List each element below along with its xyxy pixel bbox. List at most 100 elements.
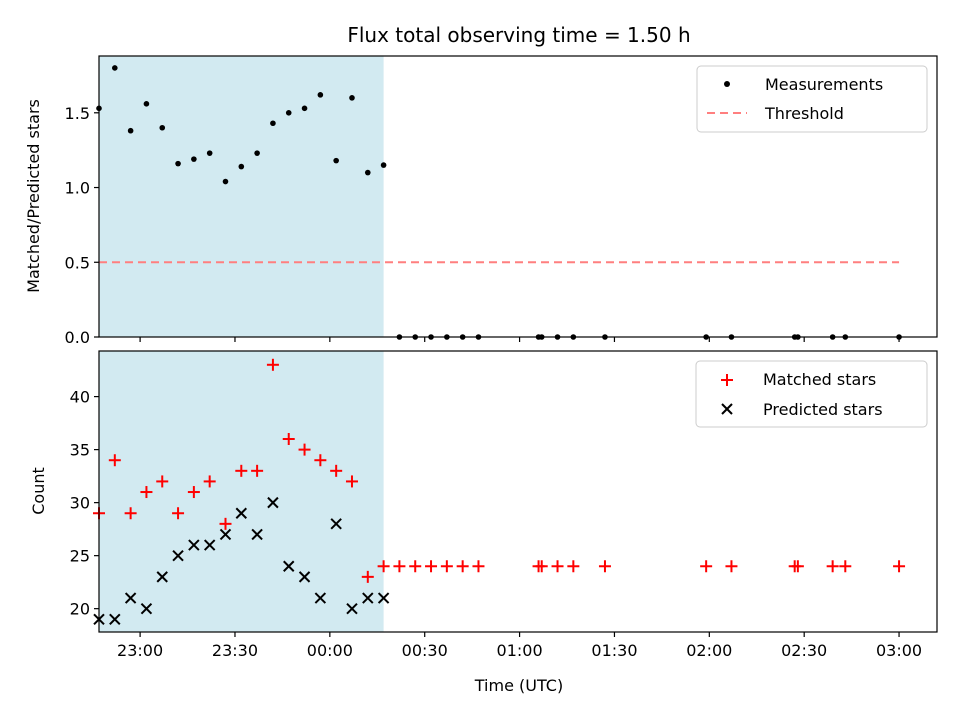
matched-stars-point — [266, 358, 279, 371]
matched-stars-point — [108, 454, 121, 467]
x-tick-label: 03:00 — [876, 641, 922, 660]
predicted-stars-point — [140, 602, 153, 615]
legend-label-measurements: Measurements — [765, 75, 883, 94]
measurements-point — [206, 150, 213, 156]
x-axis-label: Time (UTC) — [474, 676, 563, 695]
top-y-tick-label: 0.0 — [65, 328, 90, 347]
x-tick-label: 00:00 — [307, 641, 353, 660]
matched-stars-point — [409, 560, 422, 573]
measurements-point — [112, 65, 118, 71]
matched-stars-point — [472, 560, 485, 573]
top-y-tick-label: 1.0 — [65, 179, 90, 198]
matched-stars-point — [791, 560, 804, 573]
top-shaded-interval — [99, 56, 384, 337]
matched-stars-point — [187, 486, 200, 499]
legend-marker-predicted-stars — [721, 403, 733, 415]
bottom-y-tick-label: 30 — [70, 494, 90, 513]
x-tick-label: 23:30 — [212, 641, 258, 660]
matched-stars-point — [345, 475, 358, 488]
x-tick-label: 01:30 — [591, 641, 637, 660]
measurements-point — [285, 109, 292, 116]
top-y-axis-label: Matched/Predicted stars — [24, 99, 43, 293]
measurements-point — [175, 160, 181, 167]
top-y-tick-label: 1.5 — [65, 104, 90, 123]
legend-label-predicted-stars: Predicted stars — [763, 400, 883, 419]
top-legend: Measurements Threshold — [696, 65, 928, 133]
bottom-y-tick-label: 20 — [70, 600, 90, 619]
predicted-stars-point — [267, 496, 279, 509]
matched-stars-point — [330, 464, 343, 477]
bottom-axes-frame — [98, 350, 938, 633]
legend-marker-matched-stars — [721, 374, 733, 386]
measurements-point — [333, 157, 339, 164]
measurements-point — [222, 178, 229, 185]
matched-stars-point — [598, 560, 611, 573]
measurements-point — [127, 127, 134, 134]
matched-stars-point — [567, 560, 580, 573]
chart-title: Flux total observing time = 1.50 h — [347, 23, 690, 47]
matched-stars-point — [203, 475, 216, 488]
predicted-stars-point — [172, 549, 184, 562]
x-tick-label: 01:00 — [497, 641, 543, 660]
predicted-stars-point — [219, 528, 232, 541]
predicted-stars-point — [298, 571, 311, 583]
legend-marker-measurements — [724, 81, 730, 87]
x-tick-label: 23:00 — [117, 641, 163, 660]
matched-stars-point — [124, 507, 137, 520]
matched-stars-point — [893, 560, 906, 573]
measurements-point — [270, 120, 276, 127]
matched-stars-point — [700, 560, 713, 573]
legend-label-matched-stars: Matched stars — [763, 370, 876, 389]
matched-stars-point — [456, 560, 469, 573]
matched-stars-point — [361, 570, 374, 583]
matched-stars-point — [219, 517, 232, 530]
matched-stars-point — [425, 560, 438, 573]
matched-stars-point — [298, 443, 311, 456]
matched-stars-point — [551, 560, 564, 573]
bottom-legend: Matched stars Predicted stars — [695, 360, 928, 428]
measurements-point — [317, 92, 324, 98]
matched-stars-point — [826, 560, 839, 573]
predicted-stars-point — [156, 571, 168, 583]
x-tick-label: 02:30 — [781, 641, 827, 660]
legend-label-threshold: Threshold — [764, 104, 844, 123]
predicted-stars-point — [109, 613, 121, 625]
predicted-stars-point — [283, 560, 295, 572]
bottom-y-tick-label: 40 — [70, 388, 90, 407]
measurements-point — [349, 95, 355, 101]
x-tick-label: 00:30 — [402, 641, 448, 660]
matched-stars-point — [156, 475, 169, 488]
measurements-point — [254, 150, 260, 156]
measurements-point — [143, 101, 150, 107]
matched-stars-point — [377, 560, 390, 573]
predicted-stars-point — [124, 592, 137, 604]
predicted-stars-point — [314, 592, 327, 604]
measurements-point — [380, 162, 387, 168]
top-axes-frame — [98, 55, 938, 338]
measurements-point — [159, 124, 166, 131]
matched-stars-point — [282, 433, 295, 446]
matched-stars-point — [172, 507, 185, 520]
predicted-stars-point — [330, 518, 342, 530]
predicted-stars-point — [203, 539, 216, 551]
measurements-point — [301, 105, 308, 112]
matched-stars-point — [251, 464, 264, 477]
predicted-stars-point — [362, 592, 374, 604]
matched-stars-point — [393, 560, 406, 573]
matched-stars-point — [314, 454, 327, 467]
top-panel: 0.0 0.5 1.0 1.5 Matched/Predicted stars Mea… — [24, 55, 938, 347]
predicted-stars-point — [377, 592, 390, 604]
predicted-stars-point — [346, 602, 358, 615]
matched-stars-point — [440, 560, 453, 573]
matched-stars-point — [535, 560, 548, 573]
measurements-point — [191, 156, 197, 162]
predicted-stars-point — [188, 539, 200, 551]
predicted-stars-point — [235, 507, 248, 519]
matched-stars-point — [839, 560, 852, 573]
matched-stars-point — [140, 486, 153, 499]
x-tick-label: 02:00 — [686, 641, 732, 660]
bottom-y-axis-label: Count — [29, 467, 48, 515]
bottom-y-tick-label: 25 — [70, 547, 90, 566]
measurements-point — [364, 169, 371, 176]
